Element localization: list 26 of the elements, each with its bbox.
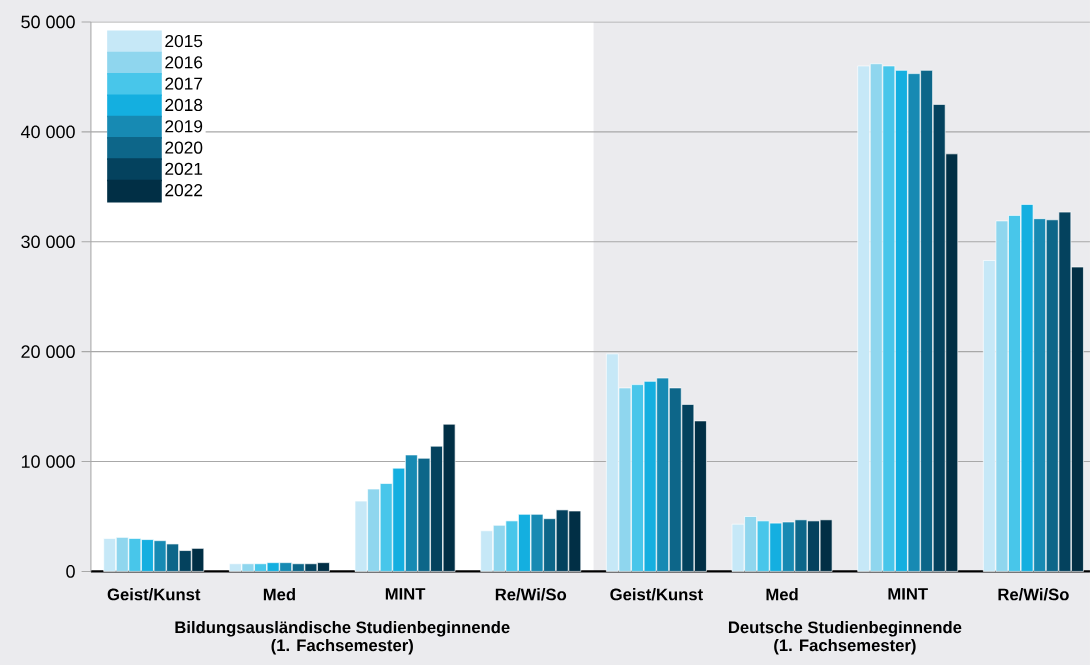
x-tick-label: Re/Wi/So bbox=[998, 587, 1069, 601]
text: Bildungsausländische Studienbeginnende bbox=[175, 620, 510, 637]
x-tick-label: Geist/Kunst bbox=[107, 587, 201, 601]
x-tick-label: Med bbox=[263, 587, 295, 601]
y-tick-label: 20 000 bbox=[21, 345, 75, 358]
text: (1. Fachsemester) bbox=[271, 638, 413, 655]
legend-label: 2017 bbox=[165, 77, 203, 90]
legend-label: 2022 bbox=[165, 183, 203, 197]
x-tick-label: Re/Wi/So bbox=[495, 587, 567, 601]
y-tick-label: 30 000 bbox=[21, 235, 75, 248]
legend-label: 2018 bbox=[165, 98, 203, 111]
legend-label: 2016 bbox=[165, 56, 203, 69]
text: (1. Fachsemester) bbox=[774, 638, 916, 655]
x-tick-label: Geist/Kunst bbox=[610, 587, 703, 601]
legend-label: 2020 bbox=[165, 141, 203, 154]
legend-label: 2019 bbox=[165, 119, 203, 133]
x-tick-label: Med bbox=[766, 587, 798, 601]
y-tick-label: 50 000 bbox=[21, 15, 75, 29]
x-tick-label: MINT bbox=[888, 587, 928, 600]
y-tick-label: 40 000 bbox=[20, 125, 75, 139]
legend-label: 2015 bbox=[165, 34, 203, 47]
legend-label: 2021 bbox=[165, 162, 203, 175]
y-tick-label: 0 bbox=[66, 564, 75, 578]
x-tick-label: MINT bbox=[385, 587, 426, 600]
text: Deutsche Studienbeginnende bbox=[728, 620, 962, 637]
y-tick-label: 10 000 bbox=[21, 455, 75, 468]
